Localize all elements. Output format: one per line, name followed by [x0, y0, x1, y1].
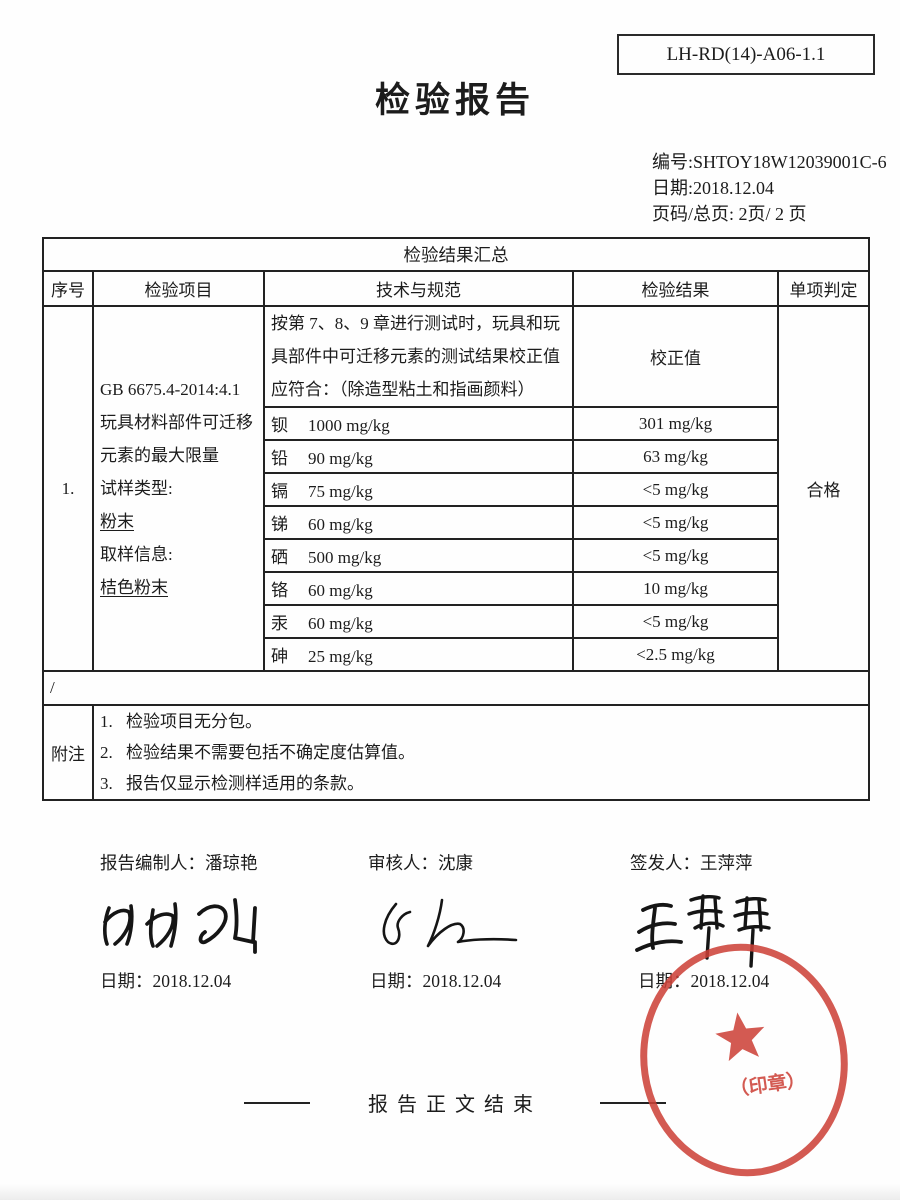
item-standard: GB 6675.4-2014:4.1: [100, 380, 241, 399]
element-name: 铅: [271, 449, 288, 468]
end-dash-left: [244, 1101, 310, 1104]
element-name: 镉: [271, 482, 288, 501]
table-title: 检验结果汇总: [41, 237, 871, 272]
element-result-cell: <2.5 mg/kg: [572, 637, 779, 672]
issuer-date: 日期：2018.12.04: [638, 971, 770, 991]
element-name: 钡: [271, 416, 288, 435]
form-code: LH-RD(14)-A06-1.1: [666, 43, 826, 65]
slash-row: /: [41, 670, 871, 706]
element-limit-cell: 锑 60 mg/kg: [263, 505, 574, 540]
scan-shade: [0, 1184, 900, 1200]
element-row: 汞 60 mg/kg <5 mg/kg: [43, 604, 869, 639]
element-limit: 1000 mg/kg: [308, 416, 390, 435]
row-index: 1.: [42, 305, 94, 672]
note-text: 报告仅显示检测样适用的条款。: [126, 774, 364, 793]
element-name: 汞: [271, 614, 288, 633]
element-name: 锑: [271, 515, 288, 534]
meta-block: 编号:SHTOY18W12039001C-6 日期:2018.12.04 页码/…: [652, 149, 887, 227]
element-row: 镉 75 mg/kg <5 mg/kg: [43, 472, 869, 507]
end-text: 报告正文结束: [368, 1094, 542, 1116]
table-title-row: 检验结果汇总: [41, 237, 871, 272]
sample-type-value: 粉末: [100, 512, 134, 531]
header-result: 检验结果: [572, 270, 779, 307]
element-result-cell: <5 mg/kg: [572, 505, 779, 540]
note-number: 1.: [100, 712, 113, 731]
sampling-value: 桔色粉末: [100, 578, 168, 597]
item-cell: GB 6675.4-2014:4.1 玩具材料部件可迁移 元素的最大限量 试样类…: [92, 305, 265, 672]
spec-intro: 按第 7、8、9 章进行测试时，玩具和玩具部件中可迁移元素的测试结果校正值应符合…: [263, 305, 574, 408]
element-name: 铬: [271, 581, 288, 600]
element-row: 锑 60 mg/kg <5 mg/kg: [43, 505, 869, 540]
form-code-box: LH-RD(14)-A06-1.1: [617, 34, 875, 75]
note-item: 3. 报告仅显示检测样适用的条款。: [100, 768, 862, 799]
element-row: 硒 500 mg/kg <5 mg/kg: [43, 538, 869, 573]
element-row: 铅 90 mg/kg 63 mg/kg: [43, 439, 869, 474]
table-header-row: 序号 检验项目 技术与规范 检验结果 单项判定: [42, 270, 871, 307]
seal-star-icon: [715, 1012, 765, 1062]
element-result-cell: 301 mg/kg: [572, 406, 779, 441]
element-limit-cell: 砷 25 mg/kg: [263, 637, 574, 672]
report-pages: 页码/总页: 2页/ 2 页: [652, 204, 807, 224]
element-limit-cell: 铬 60 mg/kg: [263, 571, 574, 606]
notes-row: 附注 1. 检验项目无分包。 2. 检验结果不需要包括不确定度估算值。 3. 报…: [42, 704, 871, 801]
element-limit: 60 mg/kg: [308, 581, 373, 600]
element-limit-cell: 钡 1000 mg/kg: [263, 406, 574, 441]
element-row: 钡 1000 mg/kg 301 mg/kg: [43, 406, 869, 441]
element-result-cell: <5 mg/kg: [572, 604, 779, 639]
element-limit-cell: 铅 90 mg/kg: [263, 439, 574, 474]
spec-row: 1. GB 6675.4-2014:4.1 玩具材料部件可迁移 元素的最大限量 …: [42, 305, 871, 672]
header-verdict: 单项判定: [776, 270, 871, 307]
note-item: 1. 检验项目无分包。: [100, 706, 862, 737]
note-number: 2.: [100, 743, 113, 762]
element-name: 硒: [271, 548, 288, 567]
element-limit: 25 mg/kg: [308, 647, 373, 666]
element-row: 铬 60 mg/kg 10 mg/kg: [43, 571, 869, 606]
end-of-report: 报告正文结束: [0, 1088, 900, 1117]
item-desc2: 元素的最大限量: [100, 446, 219, 465]
sample-type-label: 试样类型:: [100, 479, 173, 498]
note-text: 检验项目无分包。: [126, 712, 262, 731]
element-result-cell: <5 mg/kg: [572, 538, 779, 573]
note-item: 2. 检验结果不需要包括不确定度估算值。: [100, 737, 862, 768]
note-text: 检验结果不需要包括不确定度估算值。: [126, 743, 415, 762]
element-limit: 60 mg/kg: [308, 515, 373, 534]
page-title: 检验报告: [374, 81, 535, 120]
element-limit: 90 mg/kg: [308, 449, 373, 468]
reviewer-label: 审核人：沈康: [368, 853, 473, 873]
results-table: 检验结果汇总 序号 检验项目 技术与规范 检验结果 单项判定 1. GB 667…: [41, 237, 871, 801]
end-dash-right: [600, 1101, 666, 1104]
element-result-cell: <5 mg/kg: [572, 472, 779, 507]
element-limit-cell: 镉 75 mg/kg: [263, 472, 574, 507]
slash-cell: /: [41, 670, 871, 706]
element-limit-cell: 汞 60 mg/kg: [263, 604, 574, 639]
compiler-label: 报告编制人：潘琼艳: [100, 853, 258, 873]
reviewer-signature: [382, 898, 518, 948]
note-number: 3.: [100, 774, 113, 793]
sampling-label: 取样信息:: [100, 545, 173, 564]
issuer-signature: [635, 894, 771, 968]
reviewer-date: 日期：2018.12.04: [370, 971, 502, 991]
element-result-cell: 10 mg/kg: [572, 571, 779, 606]
report-number: 编号:SHTOY18W12039001C-6: [652, 152, 887, 172]
element-limit: 75 mg/kg: [308, 482, 373, 501]
compiler-date: 日期：2018.12.04: [100, 971, 232, 991]
header-item: 检验项目: [92, 270, 265, 307]
element-limit: 60 mg/kg: [308, 614, 373, 633]
result-header: 校正值: [572, 305, 779, 408]
header-spec: 技术与规范: [263, 270, 574, 307]
element-result-cell: 63 mg/kg: [572, 439, 779, 474]
header-index: 序号: [42, 270, 94, 307]
element-limit: 500 mg/kg: [308, 548, 382, 567]
notes-label: 附注: [42, 704, 94, 801]
notes-cell: 1. 检验项目无分包。 2. 检验结果不需要包括不确定度估算值。 3. 报告仅显…: [91, 704, 871, 801]
item-desc1: 玩具材料部件可迁移: [100, 413, 253, 432]
report-date: 日期:2018.12.04: [652, 178, 775, 198]
element-row: 砷 25 mg/kg <2.5 mg/kg: [43, 637, 869, 672]
verdict-cell: 合格: [776, 305, 871, 672]
element-name: 砷: [271, 647, 288, 666]
element-limit-cell: 硒 500 mg/kg: [263, 538, 574, 573]
compiler-signature: [103, 898, 257, 954]
issuer-label: 签发人：王萍萍: [630, 853, 753, 873]
